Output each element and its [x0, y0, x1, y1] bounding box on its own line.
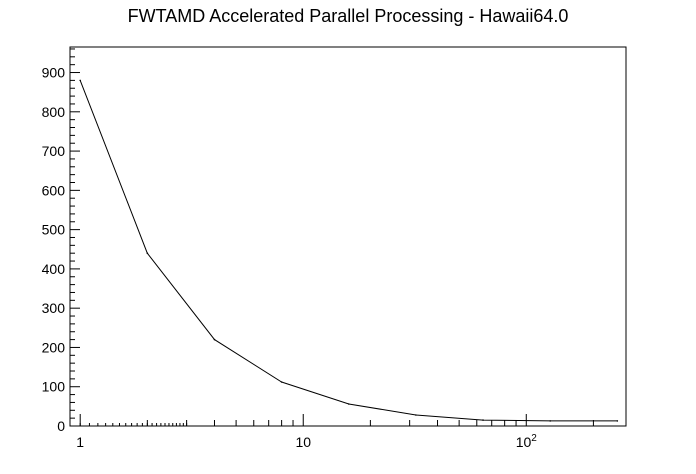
data-point	[549, 420, 551, 422]
data-point	[347, 403, 350, 405]
series-line	[79, 80, 618, 422]
data-point	[482, 419, 484, 421]
y-tick-label: 100	[42, 379, 66, 395]
data-point	[146, 252, 149, 254]
y-tick-label: 900	[42, 65, 66, 81]
y-axis: 0 100 200 300 400 500 600 700 800 900	[42, 48, 80, 434]
data-point	[415, 414, 417, 416]
series-layer	[79, 79, 619, 422]
x-tick-label: 1	[76, 434, 84, 450]
y-tick-label: 500	[42, 222, 66, 238]
y-tick-label: 0	[57, 418, 65, 434]
chart-title: FWTAMD Accelerated Parallel Processing -…	[127, 6, 569, 26]
x-axis: 1 10 102	[76, 414, 594, 450]
y-tick-label: 300	[42, 300, 66, 316]
y-tick-label: 700	[42, 143, 66, 159]
plot-frame	[69, 46, 627, 427]
y-tick-label: 600	[42, 182, 66, 198]
data-point	[616, 420, 619, 422]
data-point	[280, 381, 283, 383]
x-tick-label: 102	[516, 433, 538, 450]
data-point	[213, 338, 216, 341]
y-tick-label: 200	[42, 339, 66, 355]
y-tick-label: 400	[42, 261, 66, 277]
data-point	[79, 79, 82, 82]
x-tick-label: 10	[295, 434, 311, 450]
y-tick-label: 800	[42, 104, 66, 120]
